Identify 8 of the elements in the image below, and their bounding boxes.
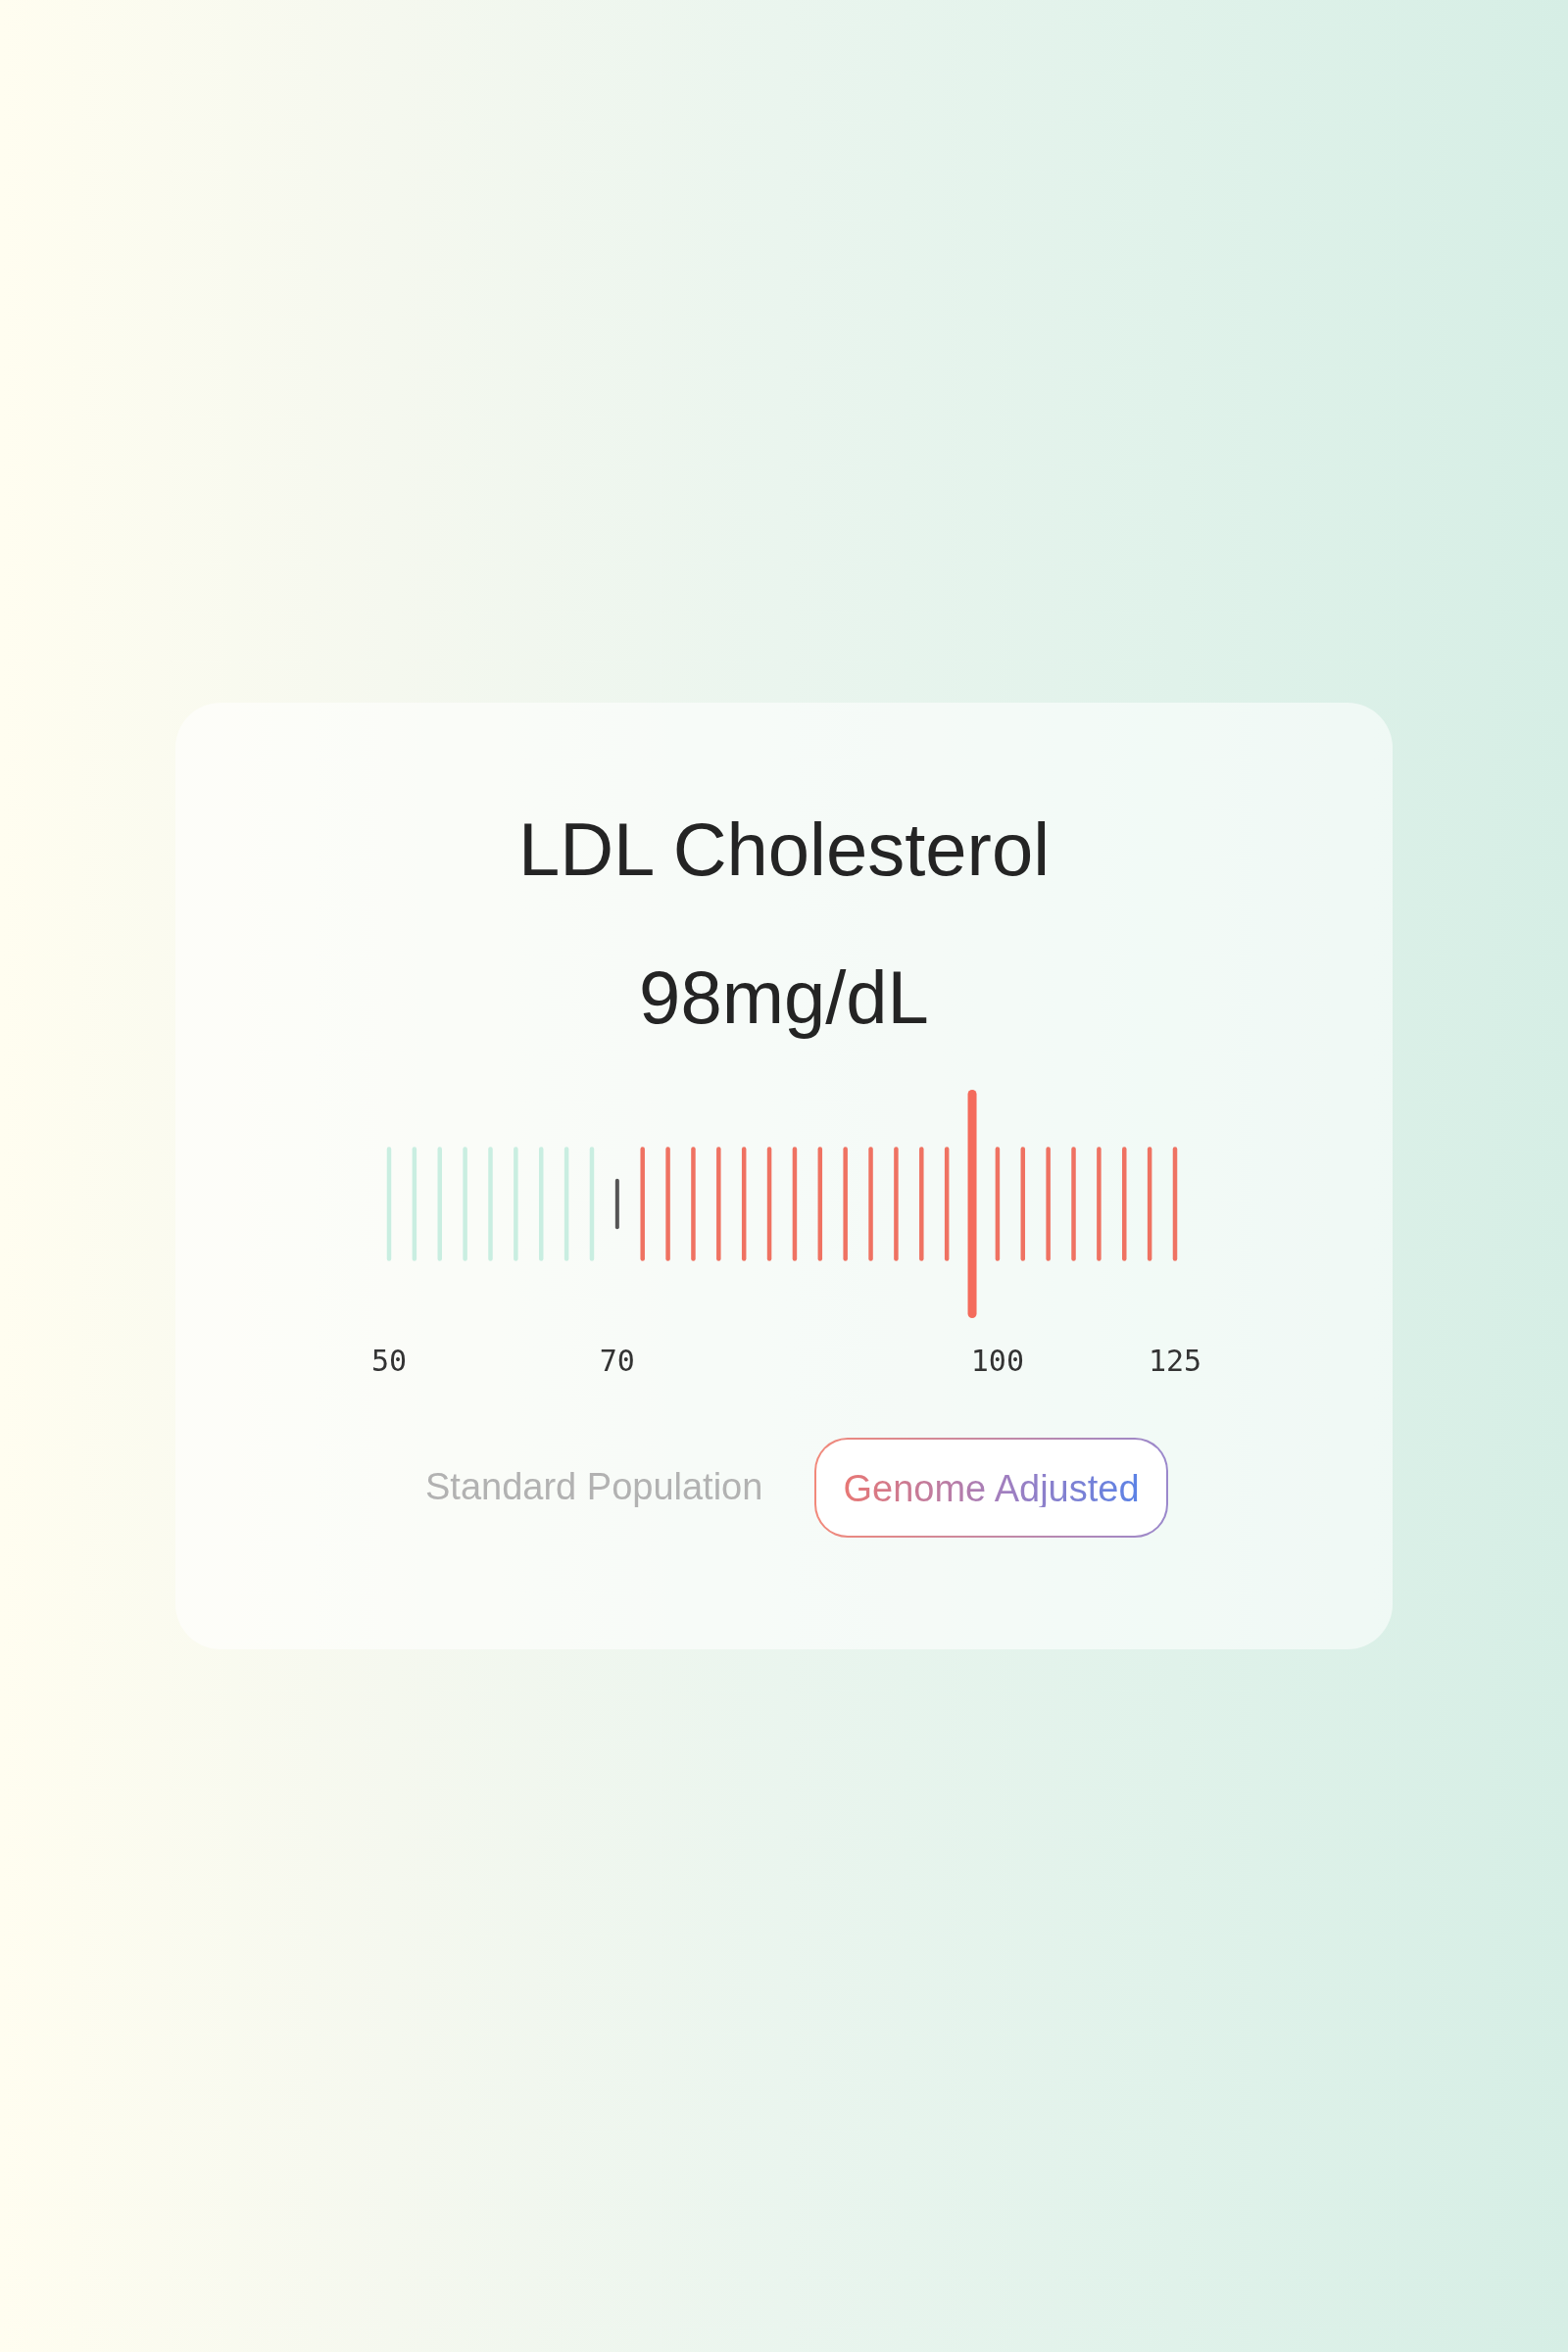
text: LDL Cholesterol (517, 808, 1051, 891)
category-label: 70 (599, 1343, 635, 1378)
category-label: 50 (370, 1343, 408, 1378)
category-label: 125 (1148, 1343, 1202, 1378)
category-label: 100 (970, 1343, 1024, 1378)
toggle-button: Genome Adjusted (814, 1438, 1168, 1538)
data-label: 98mg/dL (639, 956, 929, 1039)
text: Standard Population (425, 1466, 763, 1507)
